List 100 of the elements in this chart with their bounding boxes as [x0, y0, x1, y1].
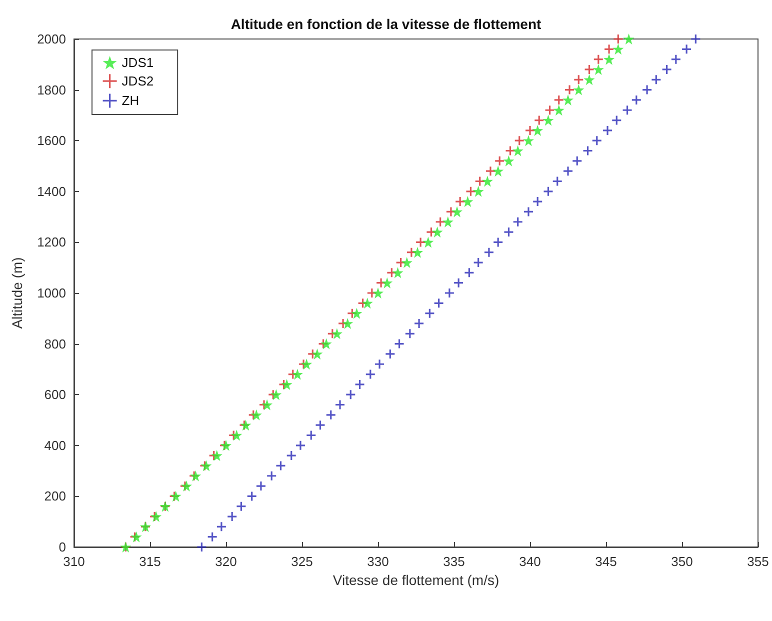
point [494, 156, 505, 166]
point [392, 267, 404, 278]
point [552, 176, 563, 187]
point [295, 440, 306, 451]
point [572, 156, 582, 166]
point [573, 74, 584, 85]
point [584, 64, 595, 75]
point [542, 114, 554, 126]
point [542, 186, 554, 197]
point [532, 124, 544, 136]
point [435, 216, 446, 228]
point [412, 246, 424, 258]
y-tick-label: 1400 [37, 184, 66, 199]
point [382, 277, 393, 288]
point [484, 247, 494, 258]
point [250, 409, 262, 420]
point [320, 338, 332, 350]
point [631, 94, 642, 106]
point [442, 216, 454, 228]
x-tick-label: 330 [367, 554, 389, 569]
point [690, 34, 701, 44]
point [281, 378, 292, 390]
point [236, 501, 246, 512]
point [342, 318, 354, 329]
point [465, 186, 476, 197]
point [642, 84, 652, 96]
point [406, 247, 417, 258]
point [404, 328, 416, 339]
point [422, 236, 434, 248]
point [312, 348, 323, 360]
x-tick-label: 320 [215, 554, 237, 569]
point [681, 44, 692, 54]
point [424, 308, 435, 319]
point [662, 64, 672, 75]
point [231, 430, 242, 441]
point [492, 236, 504, 248]
point [414, 318, 424, 329]
point [211, 450, 222, 462]
point [670, 54, 682, 65]
point [462, 196, 474, 208]
point [444, 288, 455, 298]
x-tick-label: 355 [747, 554, 769, 569]
point [622, 104, 633, 116]
point [612, 34, 624, 44]
point [492, 166, 504, 177]
point [593, 54, 604, 65]
point [415, 236, 426, 248]
point [372, 288, 384, 298]
point [503, 155, 514, 166]
x-axis-title: Vitesse de flottement (m/s) [332, 572, 500, 588]
point [401, 257, 412, 268]
point [623, 34, 634, 44]
point [366, 288, 378, 298]
y-tick-label: 2000 [37, 32, 66, 46]
point [554, 94, 564, 106]
point [207, 532, 218, 542]
point [485, 166, 496, 176]
point [564, 84, 575, 96]
point [464, 267, 474, 278]
y-tick-label: 200 [44, 488, 66, 504]
x-tick-label: 325 [291, 554, 313, 569]
point [544, 104, 556, 116]
y-tick-label: 1200 [37, 234, 66, 250]
point [256, 480, 266, 492]
x-tick-label: 345 [595, 554, 617, 569]
legend-label: JDS1 [122, 55, 154, 70]
point [434, 298, 444, 308]
point [446, 206, 456, 218]
point [512, 145, 524, 156]
point [362, 298, 373, 309]
point [524, 125, 536, 136]
point [592, 135, 602, 146]
x-tick-label: 335 [443, 554, 465, 569]
y-tick-label: 1800 [37, 82, 66, 98]
y-tick-label: 1600 [37, 133, 66, 148]
y-axis-title: Altitude (m) [9, 257, 25, 329]
point [532, 196, 543, 207]
point [266, 470, 277, 482]
point [504, 145, 516, 156]
point [306, 430, 316, 441]
point [326, 410, 336, 420]
point [432, 226, 443, 238]
x-tick-label: 315 [139, 554, 161, 569]
chart-title: Altitude en fonction de la vitesse de flottement [230, 16, 542, 32]
point [426, 226, 436, 238]
point [196, 542, 207, 552]
point [376, 278, 386, 288]
point [534, 114, 544, 126]
point [226, 511, 238, 522]
point [374, 358, 385, 370]
point [216, 521, 227, 532]
point [562, 94, 574, 106]
point [262, 399, 273, 410]
y-tick-label: 0 [58, 540, 66, 554]
point [452, 206, 463, 218]
point [453, 278, 464, 288]
point [384, 348, 396, 360]
point [270, 389, 282, 400]
x-tick-label: 350 [671, 554, 693, 569]
point [611, 114, 622, 126]
